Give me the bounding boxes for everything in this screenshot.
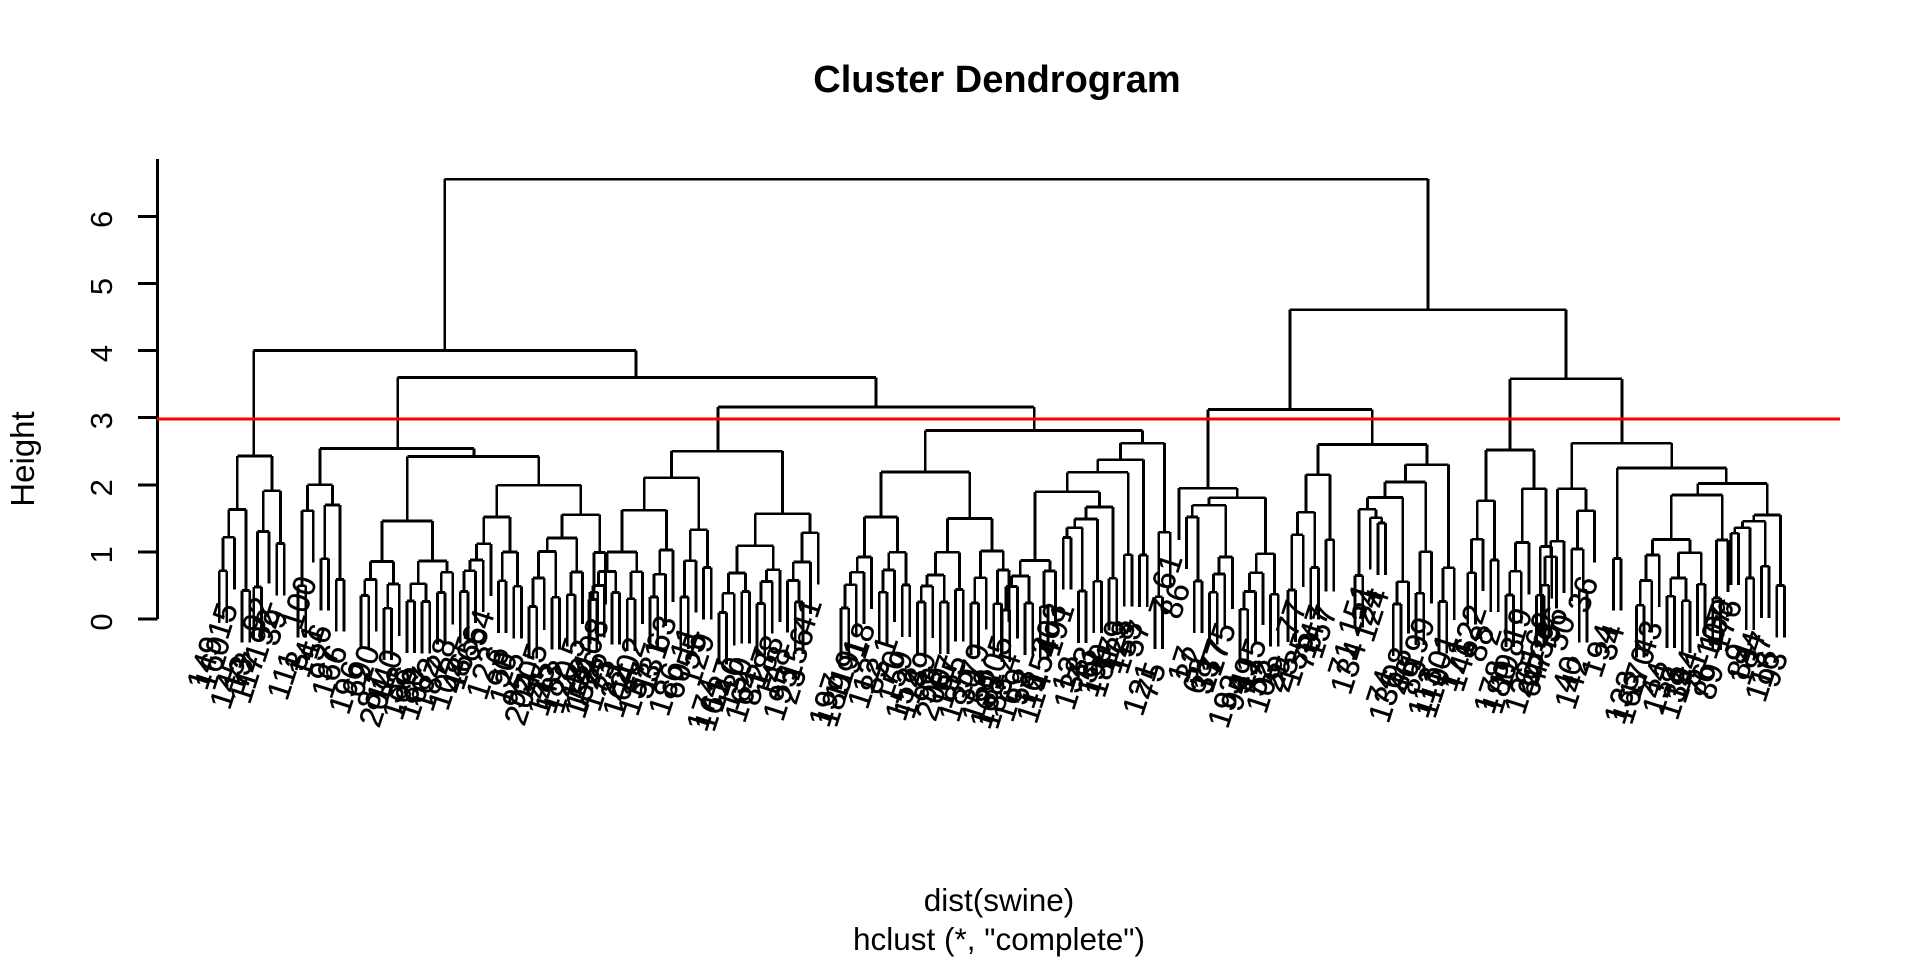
svg-text:Cluster Dendrogram: Cluster Dendrogram <box>813 59 1180 101</box>
svg-text:dist(swine): dist(swine) <box>924 882 1075 918</box>
svg-text:183: 183 <box>970 671 1021 733</box>
svg-text:0: 0 <box>84 613 119 630</box>
svg-text:174: 174 <box>679 674 730 736</box>
svg-text:5: 5 <box>84 278 119 295</box>
svg-text:188: 188 <box>740 631 791 693</box>
svg-text:1: 1 <box>84 546 119 563</box>
svg-text:2: 2 <box>84 479 119 496</box>
svg-text:Height: Height <box>4 411 41 506</box>
svg-text:6: 6 <box>84 211 119 228</box>
svg-text:3: 3 <box>84 412 119 429</box>
svg-text:hclust (*, "complete"): hclust (*, "complete") <box>853 921 1145 957</box>
svg-text:4: 4 <box>84 345 119 362</box>
